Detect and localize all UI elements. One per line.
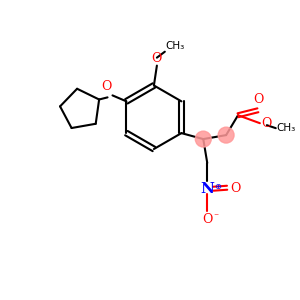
Text: N: N <box>200 182 214 196</box>
Text: ⊕: ⊕ <box>214 182 221 191</box>
Text: ⁻: ⁻ <box>213 213 218 223</box>
Text: O: O <box>152 52 162 64</box>
Text: O: O <box>202 213 212 226</box>
Text: O: O <box>261 117 271 130</box>
Text: O: O <box>101 80 112 93</box>
Text: CH₃: CH₃ <box>277 123 296 133</box>
Text: CH₃: CH₃ <box>166 41 185 51</box>
Text: O: O <box>230 182 241 195</box>
Circle shape <box>218 127 234 143</box>
Text: O: O <box>254 93 264 106</box>
Circle shape <box>195 131 211 147</box>
